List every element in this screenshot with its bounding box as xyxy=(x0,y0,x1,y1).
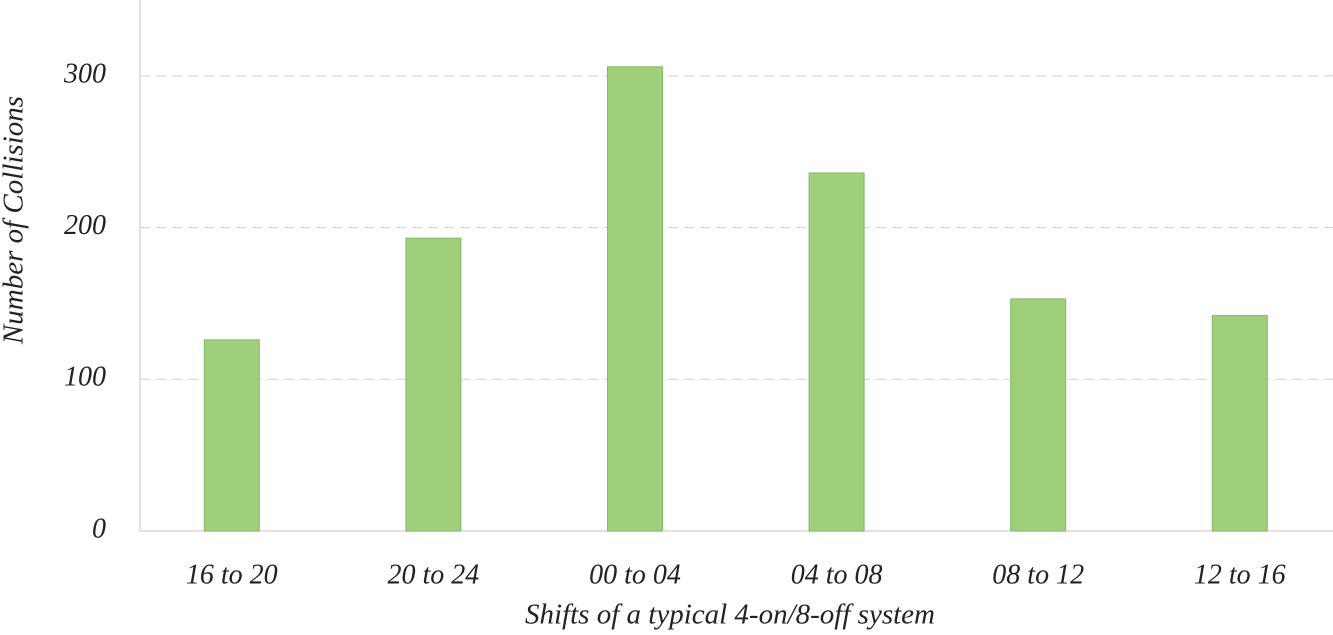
y-axis-title: Number of Collisions xyxy=(0,96,30,345)
bar xyxy=(203,339,260,532)
y-tick-label: 100 xyxy=(64,362,106,393)
x-tick-label: 08 to 12 xyxy=(992,559,1084,590)
y-tick-label: 300 xyxy=(63,58,106,89)
x-axis-title: Shifts of a typical 4-on/8-off system xyxy=(525,599,935,631)
x-tick-label: 12 to 16 xyxy=(1194,559,1286,590)
x-tick-label: 00 to 04 xyxy=(589,559,681,590)
x-tick-label: 16 to 20 xyxy=(186,559,278,590)
y-tick-label: 0 xyxy=(92,513,106,544)
bar xyxy=(808,172,865,532)
bar xyxy=(1010,298,1067,532)
bar xyxy=(1211,315,1268,532)
bar xyxy=(405,237,462,532)
bar xyxy=(607,66,663,532)
y-tick-label: 200 xyxy=(64,210,106,241)
x-tick-label: 04 to 08 xyxy=(791,559,883,590)
x-tick-label: 20 to 24 xyxy=(388,559,480,590)
